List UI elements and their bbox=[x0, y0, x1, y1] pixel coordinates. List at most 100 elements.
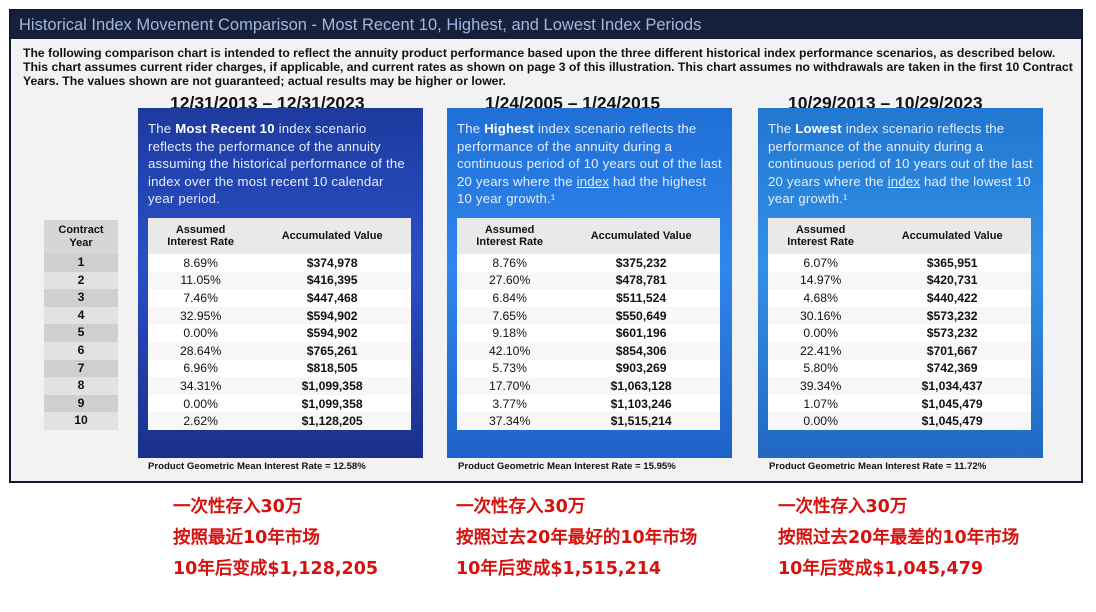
value-header: Accumulated Value bbox=[253, 218, 411, 254]
accumulated-value-cell: $765,261 bbox=[253, 341, 411, 360]
table-row: 32.95% $594,902 bbox=[148, 306, 411, 325]
interest-rate-cell: 5.80% bbox=[803, 361, 838, 376]
table-row: 1.07% $1,045,479 bbox=[768, 395, 1031, 413]
table-row: 7.65% $550,649 bbox=[457, 306, 720, 325]
table-row: 30.16% $573,232 bbox=[768, 306, 1031, 325]
interest-rate-cell: 34.31% bbox=[148, 377, 254, 395]
interest-rate-cell: 11.05% bbox=[148, 271, 254, 290]
contract-year-cell: 8 bbox=[44, 377, 118, 395]
accumulated-value-cell: $365,951 bbox=[926, 255, 978, 270]
index-link[interactable]: index bbox=[576, 173, 610, 189]
table-row: 42.10% $854,306 bbox=[457, 341, 720, 360]
contract-year-cell: 2 bbox=[44, 271, 118, 290]
interest-rate-cell: 8.69% bbox=[183, 255, 218, 270]
table-row: 6.84% $511,524 bbox=[457, 289, 720, 307]
interest-rate-cell: 0.00% bbox=[768, 412, 874, 430]
value-header: Accumulated Value bbox=[873, 218, 1031, 254]
accumulated-value-cell: $1,099,358 bbox=[301, 396, 363, 411]
scenario-name: Most Recent 10 bbox=[175, 121, 275, 136]
summary-line: 一次性存入30万 bbox=[778, 497, 908, 517]
intro-text: The following comparison chart is intend… bbox=[23, 46, 1073, 88]
contract-year-cell: 4 bbox=[44, 306, 118, 325]
accumulated-value-cell: $416,395 bbox=[253, 271, 411, 290]
accumulated-value-cell: $1,063,128 bbox=[562, 377, 720, 395]
summary-line: 10年后变成$1,045,479 bbox=[778, 559, 984, 579]
interest-rate-cell: 1.07% bbox=[803, 396, 838, 411]
interest-rate-cell: 9.18% bbox=[492, 326, 527, 341]
table-row: 17.70% $1,063,128 bbox=[457, 377, 720, 395]
table-row: 14.97% $420,731 bbox=[768, 271, 1031, 290]
interest-rate-cell: 0.00% bbox=[183, 396, 218, 411]
table-row: 8.76% $375,232 bbox=[457, 254, 720, 272]
scenario-description: The Highest index scenario reflects the … bbox=[457, 121, 722, 206]
scenario-panel-most-recent: The Most Recent 10 index scenario reflec… bbox=[138, 108, 423, 458]
accumulated-value-cell: $818,505 bbox=[306, 361, 358, 376]
scenario-panel-lowest: The Lowest index scenario reflects the p… bbox=[758, 108, 1043, 458]
accumulated-value-cell: $550,649 bbox=[562, 306, 720, 325]
contract-year-column: Contract Year 1 2 3 4 5 6 7 8 9 10 bbox=[44, 220, 118, 430]
accumulated-value-cell: $742,369 bbox=[926, 361, 978, 376]
summary-lowest: 一次性存入30万 按照过去20年最差的10年市场 10年后变成$1,045,47… bbox=[778, 492, 1019, 585]
accumulated-value-cell: $440,422 bbox=[926, 290, 978, 305]
interest-rate-cell: 0.00% bbox=[803, 326, 838, 341]
index-link[interactable]: index bbox=[887, 173, 921, 189]
interest-rate-cell: 6.07% bbox=[803, 255, 838, 270]
scenario-table: Assumed Interest Rate Accumulated Value 6.0… bbox=[768, 218, 1031, 430]
interest-rate-cell: 14.97% bbox=[768, 271, 874, 290]
accumulated-value-cell: $854,306 bbox=[562, 341, 720, 360]
page-title: Historical Index Movement Comparison - M… bbox=[11, 11, 1081, 39]
footnote-lowest: Product Geometric Mean Interest Rate = 1… bbox=[769, 461, 987, 472]
accumulated-value-cell: $478,781 bbox=[562, 271, 720, 290]
table-row: 0.00% $573,232 bbox=[768, 324, 1031, 342]
interest-rate-cell: 22.41% bbox=[768, 341, 874, 360]
contract-year-cell: 7 bbox=[44, 359, 118, 378]
scenario-name: Highest bbox=[484, 121, 534, 136]
footnote-highest: Product Geometric Mean Interest Rate = 1… bbox=[458, 461, 676, 472]
interest-rate-cell: 17.70% bbox=[457, 377, 563, 395]
table-row: 0.00% $1,099,358 bbox=[148, 395, 411, 413]
contract-year-label-line1: Contract bbox=[58, 224, 104, 236]
interest-rate-cell: 39.34% bbox=[768, 377, 874, 395]
accumulated-value-cell: $903,269 bbox=[615, 361, 667, 376]
accumulated-value-cell: $1,045,479 bbox=[921, 396, 983, 411]
footnote-most-recent: Product Geometric Mean Interest Rate = 1… bbox=[148, 461, 366, 472]
interest-rate-cell: 5.73% bbox=[492, 361, 527, 376]
scenario-panel-highest: The Highest index scenario reflects the … bbox=[447, 108, 732, 458]
summary-line: 按照最近10年市场 bbox=[173, 528, 320, 548]
contract-year-cell: 1 bbox=[44, 254, 118, 272]
table-row: 39.34% $1,034,437 bbox=[768, 377, 1031, 395]
table-row: 4.68% $440,422 bbox=[768, 289, 1031, 307]
rate-header: Assumed Interest Rate bbox=[457, 218, 563, 254]
interest-rate-cell: 30.16% bbox=[768, 306, 874, 325]
table-row: 28.64% $765,261 bbox=[148, 341, 411, 360]
accumulated-value-cell: $447,468 bbox=[306, 290, 358, 305]
table-row: 3.77% $1,103,246 bbox=[457, 395, 720, 413]
accumulated-value-cell: $1,103,246 bbox=[610, 396, 672, 411]
accumulated-value-cell: $375,232 bbox=[615, 255, 667, 270]
summary-line: 10年后变成$1,515,214 bbox=[456, 559, 662, 579]
accumulated-value-cell: $701,667 bbox=[873, 341, 1031, 360]
interest-rate-cell: 28.64% bbox=[148, 341, 254, 360]
interest-rate-cell: 2.62% bbox=[148, 412, 254, 430]
table-row: 2.62% $1,128,205 bbox=[148, 412, 411, 430]
accumulated-value-cell: $1,515,214 bbox=[562, 412, 720, 430]
table-row: 34.31% $1,099,358 bbox=[148, 377, 411, 395]
summary-highest: 一次性存入30万 按照过去20年最好的10年市场 10年后变成$1,515,21… bbox=[456, 492, 697, 585]
accumulated-value-cell: $374,978 bbox=[306, 255, 358, 270]
interest-rate-cell: 3.77% bbox=[492, 396, 527, 411]
contract-year-cell: 6 bbox=[44, 341, 118, 360]
contract-year-label-line2: Year bbox=[69, 237, 93, 249]
table-row: 0.00% $594,902 bbox=[148, 324, 411, 342]
summary-line: 按照过去20年最好的10年市场 bbox=[456, 528, 698, 548]
value-header: Accumulated Value bbox=[562, 218, 720, 254]
table-row: 6.96% $818,505 bbox=[148, 360, 411, 378]
rate-header: Assumed Interest Rate bbox=[768, 218, 874, 254]
accumulated-value-cell: $1,099,358 bbox=[253, 377, 411, 395]
table-row: 27.60% $478,781 bbox=[457, 271, 720, 290]
accumulated-value-cell: $1,045,479 bbox=[873, 412, 1031, 430]
interest-rate-cell: 6.84% bbox=[492, 290, 527, 305]
summary-line: 按照过去20年最差的10年市场 bbox=[778, 528, 1020, 548]
contract-year-cell: 10 bbox=[44, 412, 118, 430]
contract-year-header: Contract Year bbox=[44, 220, 118, 254]
table-row: 7.46% $447,468 bbox=[148, 289, 411, 307]
